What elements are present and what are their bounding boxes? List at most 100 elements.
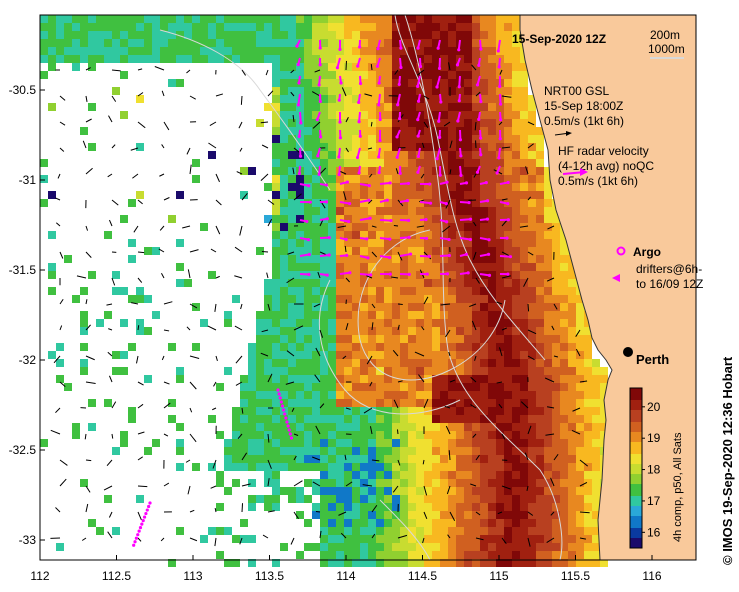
sst-cell [496,415,504,423]
sst-cell [520,351,528,359]
sst-cell [496,191,504,199]
gsl-arrow [527,143,534,149]
sst-cell [576,375,584,383]
colorbar-segment [630,404,642,407]
sst-cell [464,335,472,343]
sst-cell [328,183,336,191]
radar-arrowhead [498,137,502,141]
sst-cell [288,95,296,103]
sst-cell [328,255,336,263]
sst-cell [424,527,432,535]
sst-cell [352,159,360,167]
sst-cell [368,311,376,319]
gsl-arrow [319,403,325,409]
radar-arrow [458,75,461,87]
sst-cell [536,255,544,263]
sst-cell [448,111,456,119]
sst-cell [40,199,48,207]
sst-cell [280,47,288,55]
gsl-arrow [474,121,477,131]
gsl-arrow [527,303,530,312]
sst-cell [472,223,480,231]
sst-cell [432,103,440,111]
sst-cell [528,503,536,511]
sst-cell [568,311,576,319]
sst-cell [512,439,520,447]
sst-cell [424,119,432,127]
sst-cell [304,431,312,439]
gsl-arrow [472,433,477,438]
sst-cell [384,79,392,87]
sst-cell [176,79,184,87]
sst-cell [432,295,440,303]
sst-cell [232,535,240,543]
sst-cell [520,151,528,159]
sst-cell [120,71,128,79]
radar-arrow [457,39,461,50]
sst-cell [224,559,232,567]
x-tick-label: 115 [489,569,508,583]
sst-cell [424,351,432,359]
colorbar-segment [630,448,642,451]
sst-cell [568,495,576,503]
sst-cell [592,503,600,511]
drifter-point [288,432,292,436]
sst-cell [240,431,248,439]
drifter-point [133,540,137,544]
sst-cell [328,335,336,343]
sst-cell [488,143,496,151]
sst-cell [424,223,432,231]
sst-cell [408,503,416,511]
sst-cell [512,111,520,119]
colorbar-segment [630,396,642,399]
sst-cell [448,31,456,39]
sst-cell [512,343,520,351]
sst-cell [384,39,392,47]
sst-cell [464,287,472,295]
sst-cell [512,519,520,527]
sst-cell [384,327,392,335]
sst-cell [264,391,272,399]
sst-cell [504,263,512,271]
sst-cell [520,135,528,143]
sst-cell [360,383,368,391]
sst-cell [448,351,456,359]
sst-cell [536,215,544,223]
sst-cell [448,431,456,439]
sst-cell [264,287,272,295]
sst-cell [168,399,176,407]
sst-cell [528,303,536,311]
sst-cell [512,135,520,143]
sst-cell [480,327,488,335]
sst-cell [368,71,376,79]
sst-cell [344,279,352,287]
sst-cell [464,447,472,455]
sst-cell [432,479,440,487]
sst-cell [504,327,512,335]
gsl-arrow [345,147,349,153]
sst-cell [520,495,528,503]
sst-cell [304,239,312,247]
sst-cell [544,471,552,479]
sst-cell [480,87,488,95]
sst-cell [536,367,544,375]
sst-cell [40,439,48,447]
sst-cell [424,23,432,31]
sst-cell [432,535,440,543]
sst-cell [416,279,424,287]
sst-cell [552,471,560,479]
sst-cell [560,455,568,463]
sst-cell [552,479,560,487]
sst-cell [424,255,432,263]
sst-cell [48,63,56,71]
sst-cell [448,343,456,351]
sst-cell [352,343,360,351]
sst-cell [464,463,472,471]
sst-cell [472,447,480,455]
sst-cell [328,103,336,111]
sst-cell [208,55,216,63]
radar-arrow [459,237,471,241]
sst-cell [304,55,312,63]
sst-cell [552,543,560,551]
sst-cell [472,167,480,175]
